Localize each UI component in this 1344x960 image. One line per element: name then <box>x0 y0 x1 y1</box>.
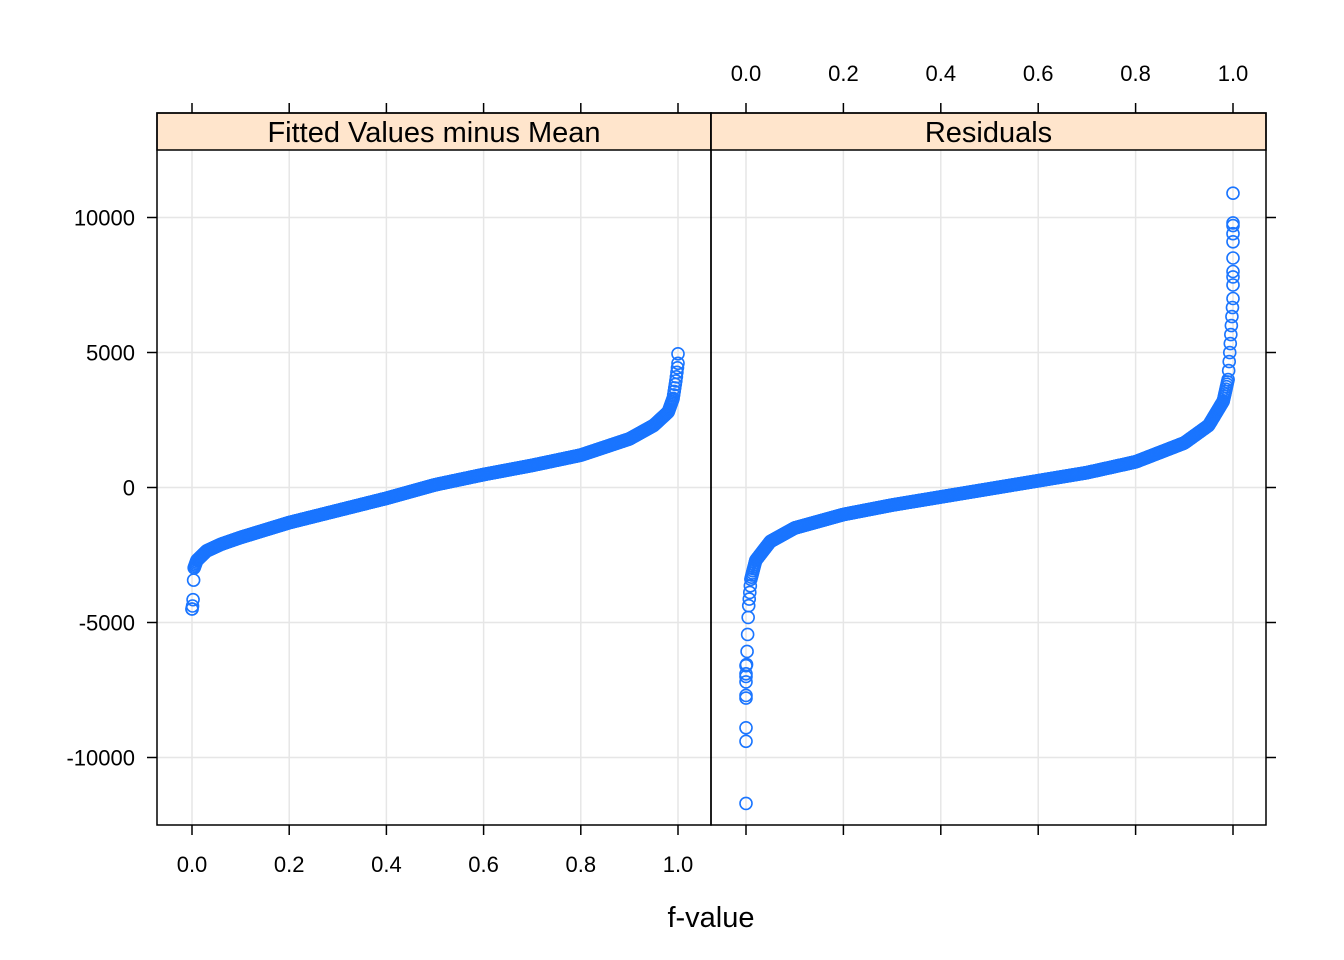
data-point <box>1226 186 1240 200</box>
x-tick-label: 0.6 <box>468 852 499 877</box>
data-point <box>1226 226 1240 241</box>
data-point <box>1226 270 1240 284</box>
y-tick-label: 0 <box>123 476 135 501</box>
x-tick-label: 0.2 <box>828 61 859 86</box>
data-point <box>1226 251 1240 265</box>
data-point <box>741 610 755 625</box>
x-tick-label: 1.0 <box>1218 61 1249 86</box>
data-point <box>1221 363 1236 378</box>
data-point <box>740 627 755 642</box>
strip-label: Residuals <box>925 117 1052 149</box>
data-point <box>671 356 685 371</box>
x-tick-label: 1.0 <box>663 852 694 877</box>
data-point <box>1226 264 1240 279</box>
data-point <box>1225 309 1239 324</box>
data-point <box>1222 345 1237 360</box>
data-point <box>669 370 684 384</box>
data-point <box>739 720 753 735</box>
x-tick-label: 0.0 <box>177 852 208 877</box>
data-point <box>186 592 200 607</box>
data-point <box>670 365 684 380</box>
data-point <box>1222 354 1237 369</box>
data-point <box>1224 327 1238 342</box>
data-point <box>1226 235 1240 249</box>
data-point <box>742 585 757 600</box>
data-point <box>739 658 753 673</box>
panel-frame-0 <box>156 112 712 826</box>
data-point <box>1225 300 1240 315</box>
data-point <box>742 592 757 606</box>
points-fitted <box>185 347 685 616</box>
x-tick-label: 0.6 <box>1023 61 1054 86</box>
x-axis-label: f-value <box>667 902 754 934</box>
data-point <box>1226 291 1240 306</box>
data-point <box>1226 278 1240 292</box>
y-tick-label: -10000 <box>66 746 135 771</box>
data-point <box>185 602 199 616</box>
strip-label: Fitted Values minus Mean <box>267 117 600 149</box>
data-point <box>669 374 683 388</box>
x-tick-label: 0.8 <box>1120 61 1151 86</box>
data-point <box>739 675 753 689</box>
x-tick-label: 0.0 <box>731 61 762 86</box>
y-tick-label: 10000 <box>74 206 135 231</box>
data-point <box>1226 218 1240 233</box>
data-point <box>739 734 753 749</box>
data-point <box>740 644 754 659</box>
x-tick-label: 0.4 <box>371 852 402 877</box>
data-point <box>741 598 756 613</box>
data-point <box>739 688 753 703</box>
data-point <box>1223 336 1238 351</box>
x-tick-label: 0.2 <box>274 852 305 877</box>
data-point <box>671 347 685 361</box>
data-point <box>739 796 753 811</box>
x-tick-label: 0.4 <box>926 61 957 86</box>
data-point <box>186 573 201 587</box>
x-tick-label: 0.8 <box>566 852 597 877</box>
y-tick-label: -5000 <box>79 611 135 636</box>
data-point <box>1224 318 1239 333</box>
y-tick-label: 5000 <box>86 341 135 366</box>
points-residuals <box>739 186 1240 811</box>
data-point <box>670 361 685 375</box>
panel-frame-1 <box>710 112 1267 826</box>
data-point <box>739 666 753 681</box>
grid <box>157 150 1266 825</box>
data-point <box>743 579 758 593</box>
data-point <box>1221 372 1235 387</box>
